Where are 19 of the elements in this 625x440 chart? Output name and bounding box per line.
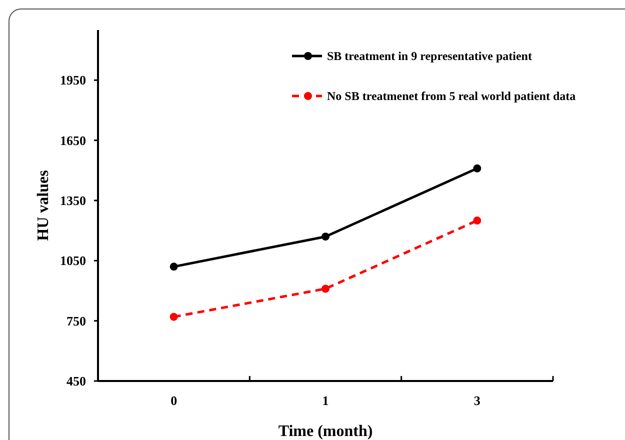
y-tick-label: 1950 [60,72,86,88]
y-axis-title: HU values [35,170,52,241]
y-tick-label: 750 [66,313,86,328]
legend-label: No SB treatmenet from 5 real world patient data [327,89,576,104]
point [322,232,330,241]
y-tick-label: 1050 [60,253,86,268]
point [473,216,482,225]
x-tick-label: 3 [474,393,481,408]
point [170,312,178,321]
y-tick-label: 1350 [60,193,86,208]
y-tick-label: 450 [66,374,86,389]
point [170,262,178,271]
point [473,164,482,172]
legend-label: SB treatment in 9 representative patient [327,49,532,64]
y-tick-label: 1650 [60,132,86,148]
x-tick-label: 0 [170,393,178,408]
x-tick-label: 1 [322,393,329,408]
x-axis-title: Time (month) [278,423,373,440]
point [322,284,330,293]
